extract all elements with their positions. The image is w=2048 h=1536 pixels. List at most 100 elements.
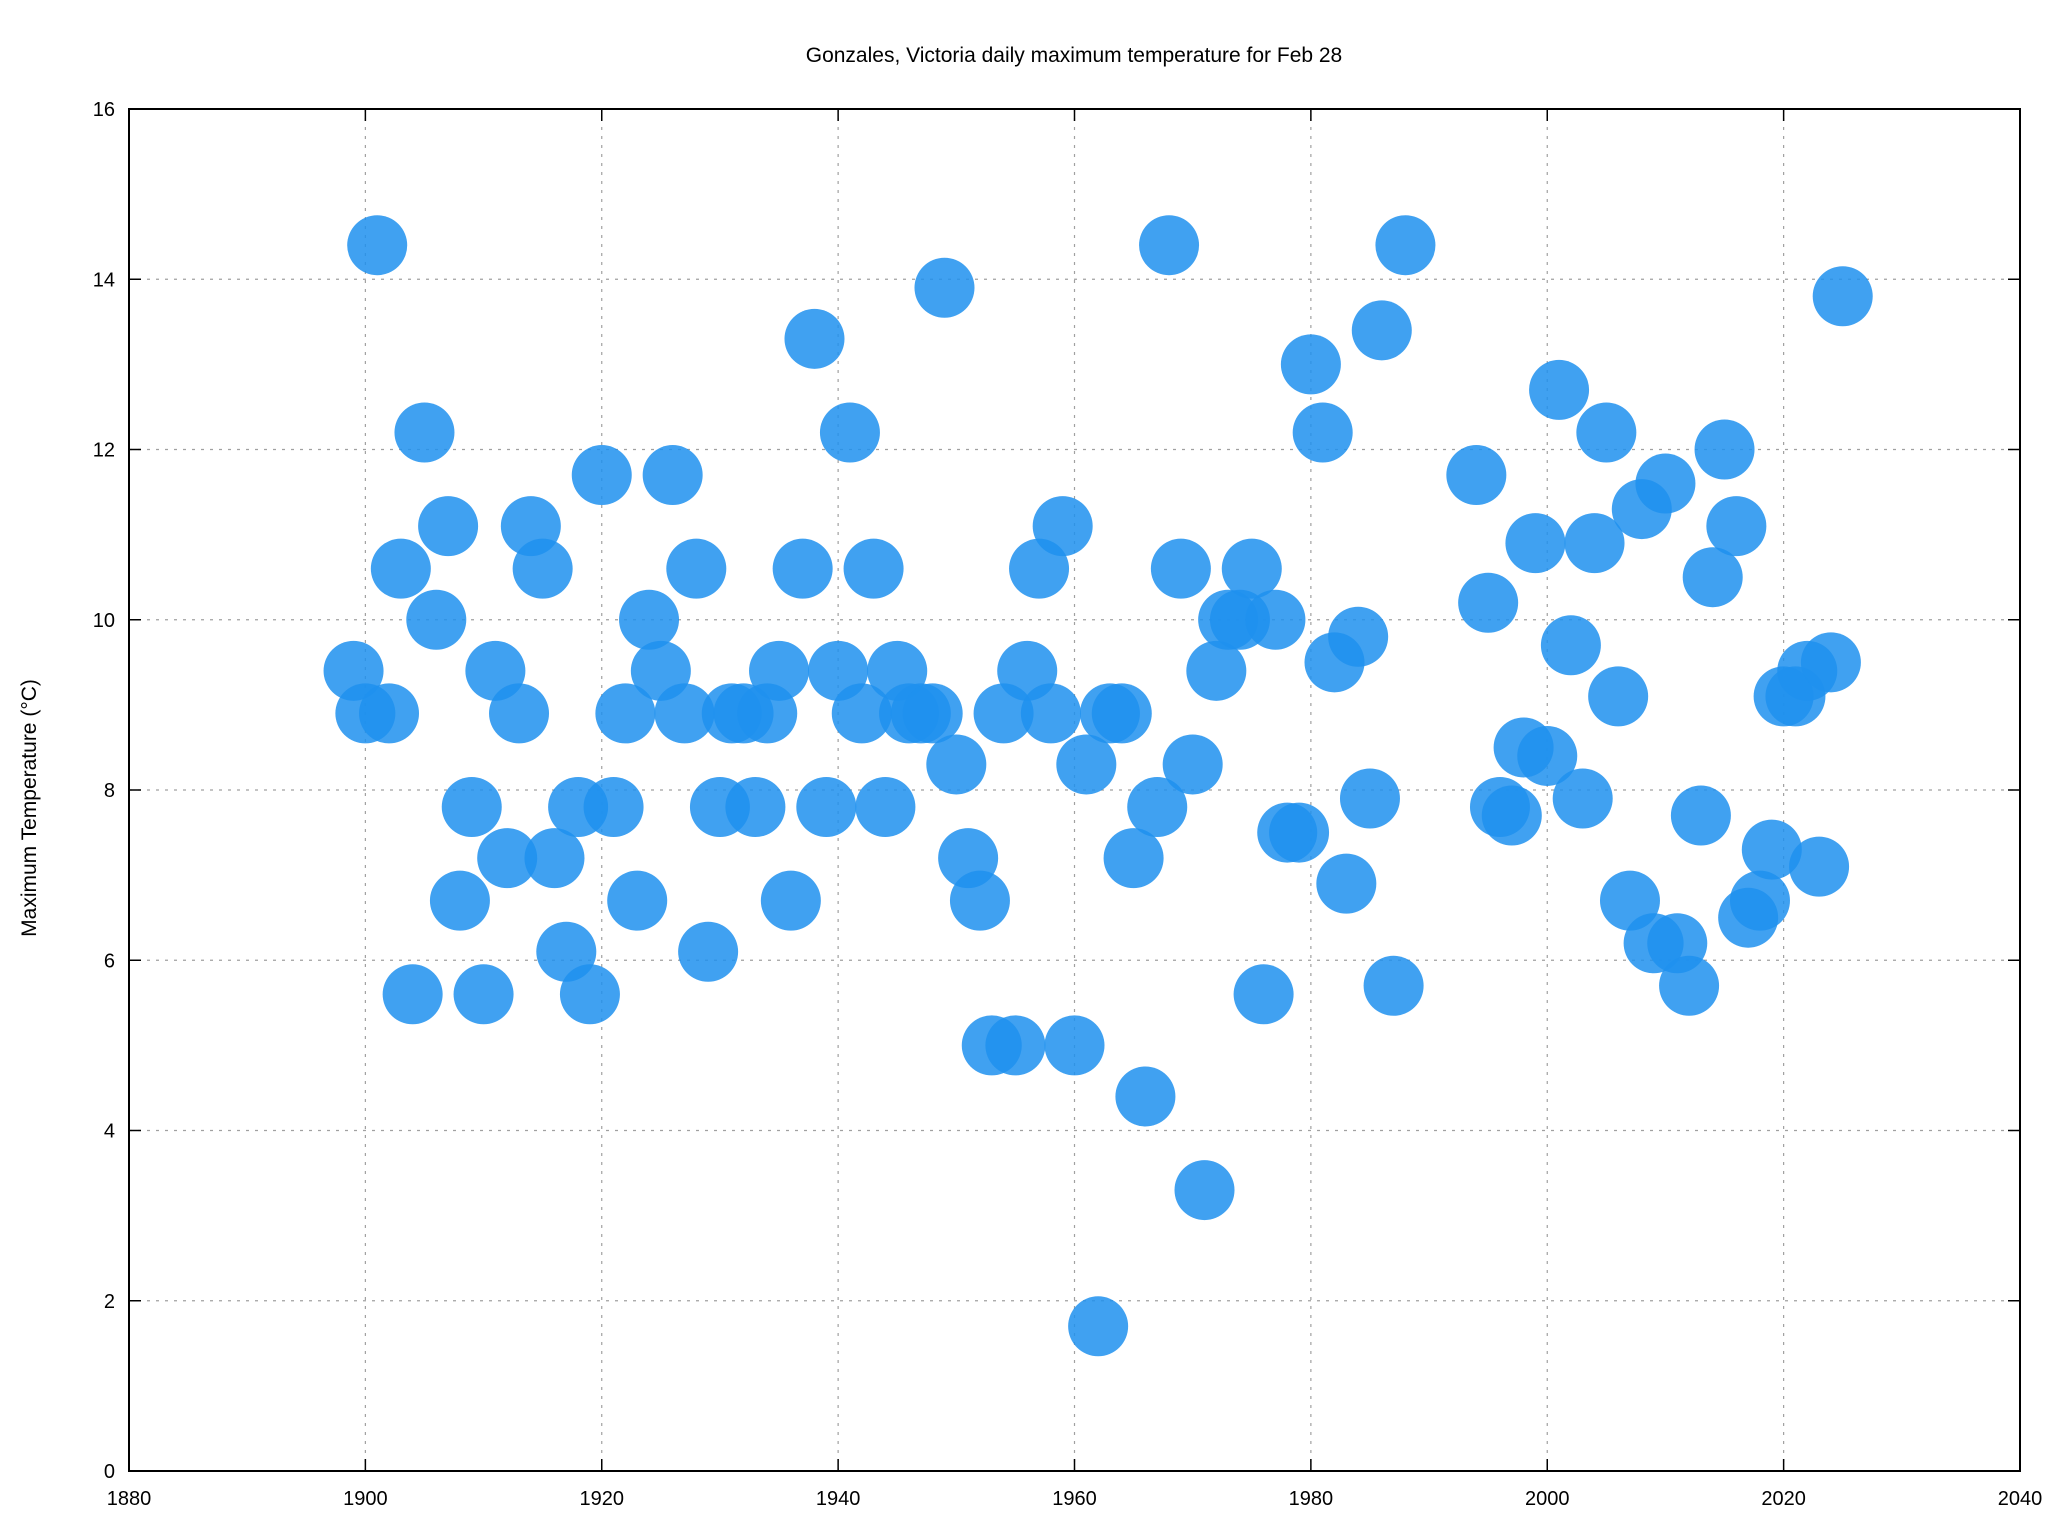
- x-tick-label: 2000: [1525, 1488, 1570, 1510]
- data-points: [323, 215, 1873, 1357]
- y-tick-label: 8: [104, 780, 115, 802]
- axis-ticks: 1880 1900 1920 1940 1960 1980 2000 2020 2040 0 2 4 6…: [93, 99, 2043, 1510]
- x-tick-label: 1940: [816, 1488, 861, 1510]
- y-axis-label: Maximum Temperature (°C): [18, 679, 41, 937]
- y-tick-label: 0: [104, 1461, 115, 1483]
- data-point: [370, 538, 431, 599]
- data-point: [760, 870, 821, 931]
- data-point: [725, 777, 786, 838]
- x-tick-label: 1880: [107, 1488, 152, 1510]
- data-point: [1328, 606, 1389, 667]
- data-point: [1505, 513, 1566, 574]
- y-tick-label: 14: [93, 269, 115, 291]
- x-tick-label: 2040: [1998, 1488, 2043, 1510]
- data-point: [1576, 402, 1637, 463]
- data-point: [1363, 955, 1424, 1016]
- data-point: [1280, 334, 1341, 395]
- data-point: [359, 683, 420, 744]
- data-point: [1150, 538, 1211, 599]
- data-point: [1789, 836, 1850, 897]
- data-point: [1032, 496, 1093, 557]
- data-point: [1529, 359, 1590, 420]
- data-point: [1174, 1160, 1235, 1221]
- data-point: [1351, 300, 1412, 361]
- data-point: [583, 777, 644, 838]
- y-tick-label: 10: [93, 610, 115, 632]
- data-point: [749, 640, 810, 701]
- data-point: [1446, 445, 1507, 506]
- data-point: [1221, 538, 1282, 599]
- x-tick-label: 1920: [580, 1488, 625, 1510]
- data-point: [1127, 777, 1188, 838]
- data-point: [418, 496, 479, 557]
- data-point: [1068, 1296, 1129, 1357]
- data-point: [784, 308, 845, 369]
- data-point: [512, 538, 573, 599]
- data-point: [1375, 215, 1436, 276]
- data-point: [394, 402, 455, 463]
- data-point: [1056, 734, 1117, 795]
- data-point: [347, 215, 408, 276]
- y-tick-label: 6: [104, 950, 115, 972]
- data-point: [1741, 819, 1802, 880]
- data-point: [595, 683, 656, 744]
- data-point: [902, 683, 963, 744]
- data-point: [1659, 955, 1720, 1016]
- data-point: [1186, 640, 1247, 701]
- data-point: [406, 589, 467, 650]
- data-point: [607, 870, 668, 931]
- data-point: [772, 538, 833, 599]
- data-point: [571, 445, 632, 506]
- data-point: [1339, 768, 1400, 829]
- data-point: [1269, 802, 1330, 863]
- data-point: [477, 828, 538, 889]
- data-point: [1020, 683, 1081, 744]
- data-point: [796, 777, 857, 838]
- data-point: [429, 870, 490, 931]
- data-point: [489, 683, 550, 744]
- data-point: [1552, 768, 1613, 829]
- data-point: [1103, 828, 1164, 889]
- x-tick-label: 1980: [1289, 1488, 1334, 1510]
- data-point: [1540, 615, 1601, 676]
- y-tick-label: 2: [104, 1291, 115, 1313]
- data-point: [1245, 589, 1306, 650]
- data-point: [926, 734, 987, 795]
- data-point: [1517, 725, 1578, 786]
- data-point: [1588, 666, 1649, 727]
- y-tick-label: 12: [93, 440, 115, 462]
- data-point: [949, 870, 1010, 931]
- data-point: [914, 257, 975, 318]
- data-point: [1694, 419, 1755, 480]
- data-point: [1670, 785, 1731, 846]
- x-tick-label: 1960: [1052, 1488, 1097, 1510]
- data-point: [1162, 734, 1223, 795]
- data-point: [1115, 1066, 1176, 1127]
- data-point: [559, 964, 620, 1025]
- plot-frame: [128, 108, 2021, 1472]
- y-tick-label: 4: [104, 1121, 115, 1143]
- data-point: [843, 538, 904, 599]
- data-point: [666, 538, 727, 599]
- data-point: [441, 777, 502, 838]
- data-point: [831, 683, 892, 744]
- data-point: [453, 964, 514, 1025]
- data-point: [1481, 785, 1542, 846]
- data-point: [1635, 453, 1696, 514]
- data-point: [1564, 513, 1625, 574]
- x-tick-label: 2020: [1761, 1488, 1806, 1510]
- data-point: [1458, 572, 1519, 633]
- data-point: [1091, 683, 1152, 744]
- data-point: [819, 402, 880, 463]
- data-point: [524, 828, 585, 889]
- y-tick-label: 16: [93, 99, 115, 121]
- data-point: [1729, 870, 1790, 931]
- data-point: [1706, 496, 1767, 557]
- data-point: [985, 1015, 1046, 1076]
- data-point: [1316, 853, 1377, 914]
- data-point: [1800, 632, 1861, 693]
- data-point: [382, 964, 443, 1025]
- data-point: [1233, 964, 1294, 1025]
